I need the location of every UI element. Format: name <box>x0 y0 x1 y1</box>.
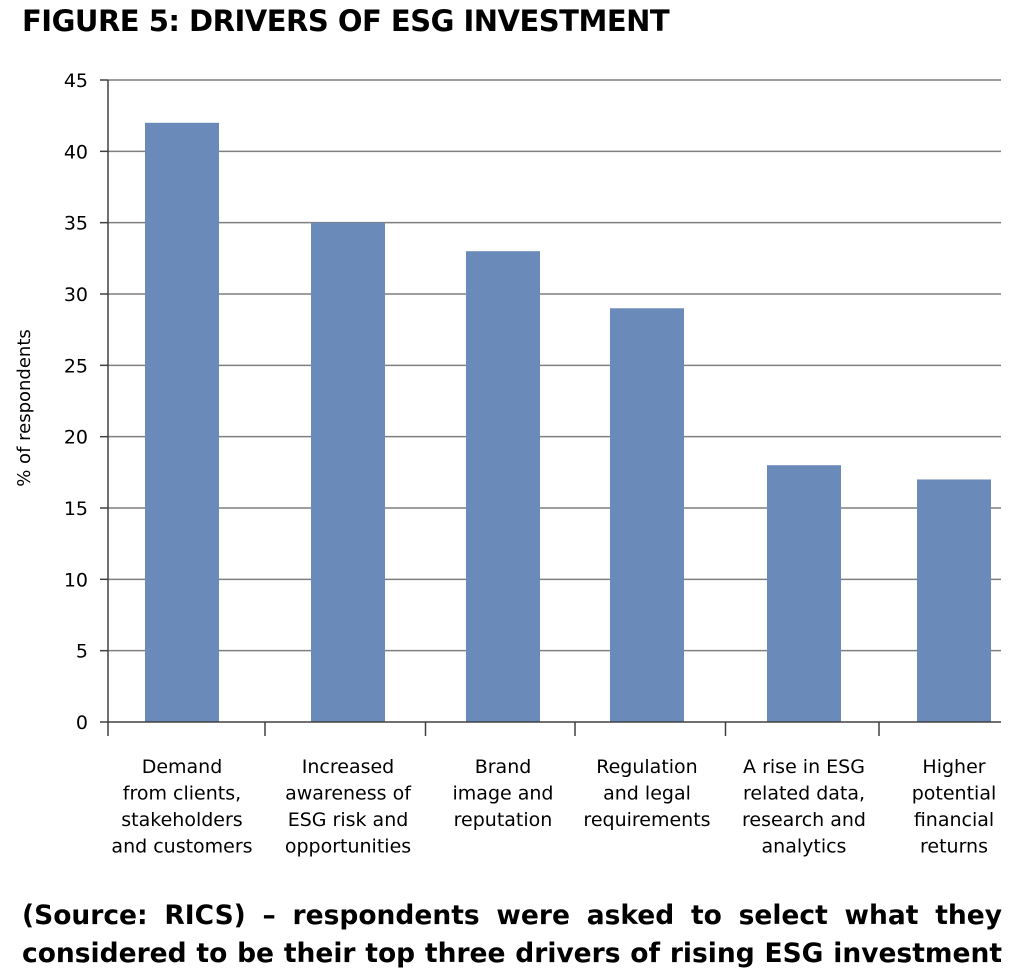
x-category-label-line: from clients, <box>123 783 241 805</box>
bars <box>145 122 991 723</box>
x-category-label: Regulation and legal requirements <box>583 756 710 831</box>
x-category-label-line: Demand <box>142 756 223 778</box>
y-tick-labels: 0 5 10 15 20 25 30 35 40 45 <box>64 70 88 734</box>
x-category-label-line: and customers <box>111 836 252 858</box>
y-tick-label: 45 <box>64 70 88 92</box>
bar <box>767 465 841 722</box>
x-category-label-line: Brand <box>475 756 532 778</box>
x-category-label-line: Increased <box>302 756 394 778</box>
x-category-label-line: financial <box>914 809 994 831</box>
x-category-label-line: stakeholders <box>121 809 242 831</box>
bar <box>145 122 219 723</box>
gridlines <box>108 79 1001 652</box>
y-tick-label: 15 <box>64 498 88 520</box>
bar <box>917 479 991 722</box>
x-category-label-line: image and <box>453 783 554 805</box>
figure-title: FIGURE 5: DRIVERS OF ESG INVESTMENT <box>22 4 670 38</box>
x-category-label: Higher potential financial returns <box>912 756 997 858</box>
x-category-label-line: research and <box>742 809 866 831</box>
y-tick-label: 5 <box>76 641 88 663</box>
bar <box>466 251 540 722</box>
x-category-label: Demand from clients, stakeholders and custo… <box>111 756 252 858</box>
x-category-label-line: Higher <box>922 756 985 778</box>
x-category-label-line: returns <box>920 836 988 858</box>
x-category-label-line: requirements <box>583 809 710 831</box>
x-category-label-line: opportunities <box>285 836 411 858</box>
y-tick-label: 20 <box>64 427 88 449</box>
source-note-line-1: (Source: RICS) – respondents were asked … <box>22 900 1002 931</box>
x-category-label-line: reputation <box>454 809 553 831</box>
x-category-label: Increased awareness of ESG risk and opportu… <box>285 756 412 858</box>
bar <box>610 308 684 722</box>
bar-chart: 0 5 10 15 20 25 30 35 40 45 Demand from clients, st… <box>14 70 1001 858</box>
source-note-line-2: considered to be their top three drivers… <box>22 938 1002 969</box>
x-category-label-line: and legal <box>603 783 691 805</box>
bar <box>311 222 385 722</box>
y-tick-label: 25 <box>64 355 88 377</box>
axes <box>100 79 1001 736</box>
source-note: (Source: RICS) – respondents were asked … <box>22 897 1002 973</box>
x-category-label: A rise in ESG related data, research and an… <box>742 756 866 858</box>
x-category-label-line: A rise in ESG <box>743 756 865 778</box>
x-category-label-line: related data, <box>743 783 865 805</box>
x-category-label: Brand image and reputation <box>453 756 554 831</box>
x-category-label-line: potential <box>912 783 997 805</box>
y-tick-label: 0 <box>76 712 88 734</box>
x-category-label-line: Regulation <box>596 756 697 778</box>
y-tick-label: 10 <box>64 569 88 591</box>
x-category-label-line: awareness of <box>285 783 412 805</box>
y-tick-label: 30 <box>64 284 88 306</box>
x-category-label-line: analytics <box>762 836 847 858</box>
x-category-labels: Demand from clients, stakeholders and custo… <box>111 756 996 858</box>
x-category-label-line: ESG risk and <box>288 809 409 831</box>
y-axis-label: % of respondents <box>14 329 35 487</box>
y-tick-label: 40 <box>64 141 88 163</box>
y-tick-label: 35 <box>64 213 88 235</box>
